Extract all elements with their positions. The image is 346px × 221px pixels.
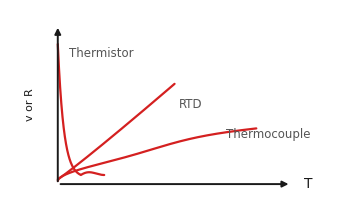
Text: Thermistor: Thermistor (70, 47, 134, 60)
Text: Thermocouple: Thermocouple (226, 128, 310, 141)
Text: v or R: v or R (25, 88, 35, 121)
Text: T: T (304, 177, 312, 191)
Text: RTD: RTD (179, 98, 203, 111)
